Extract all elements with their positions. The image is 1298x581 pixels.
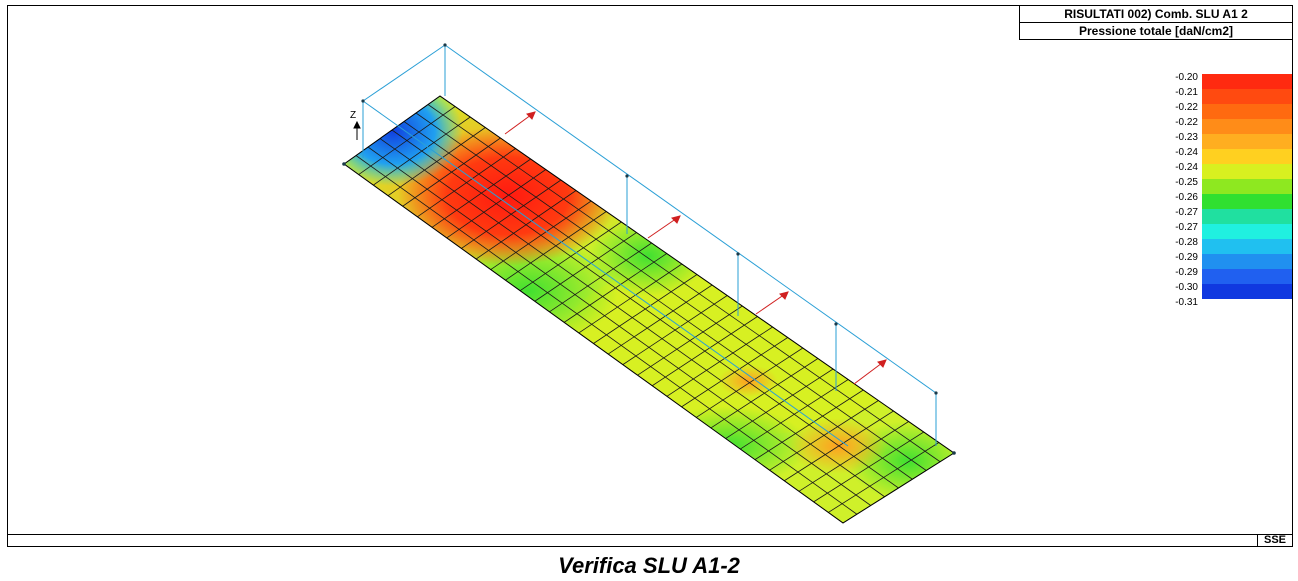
legend-swatch — [1202, 194, 1292, 209]
legend-swatch — [1202, 74, 1292, 89]
legend-row: -0.22 — [1172, 117, 1292, 134]
legend-label: -0.31 — [1175, 297, 1198, 308]
legend-row: -0.20 — [1172, 72, 1292, 89]
legend-label: -0.27 — [1175, 207, 1198, 218]
legend-row: -0.26 — [1172, 192, 1292, 209]
legend-row: -0.25 — [1172, 177, 1292, 194]
legend-swatch — [1202, 209, 1292, 224]
result-title: RISULTATI 002) Comb. SLU A1 2 — [1064, 7, 1248, 21]
color-legend: -0.20 -0.21 -0.22 -0.22 -0.23 -0.24 -0.24 -0.25… — [1172, 72, 1292, 314]
legend-label: -0.29 — [1175, 252, 1198, 263]
viewport-frame: Z RISULTATI 002) Comb. SLU A1 2 Pression… — [7, 5, 1293, 547]
legend-swatch — [1202, 239, 1292, 254]
legend-row: -0.27 — [1172, 207, 1292, 224]
load-arrows — [504, 111, 887, 385]
legend-row: -0.23 — [1172, 132, 1292, 149]
legend-label: -0.30 — [1175, 282, 1198, 293]
legend-label: -0.21 — [1175, 87, 1198, 98]
legend-swatch — [1202, 134, 1292, 149]
legend-row: -0.29 — [1172, 252, 1292, 269]
legend-row: -0.24 — [1172, 162, 1292, 179]
legend-swatch — [1202, 119, 1292, 134]
view-direction-label[interactable]: SSE — [1257, 535, 1292, 546]
legend-swatch — [1202, 104, 1292, 119]
z-axis-label: Z — [350, 110, 357, 121]
legend-label: -0.29 — [1175, 267, 1198, 278]
legend-label: -0.20 — [1175, 72, 1198, 83]
legend-label: -0.26 — [1175, 192, 1198, 203]
legend-row: -0.22 — [1172, 102, 1292, 119]
legend-row: -0.31 — [1172, 297, 1292, 314]
figure-caption: Verifica SLU A1-2 — [558, 553, 740, 578]
legend-row: -0.28 — [1172, 237, 1292, 254]
wireframe-box — [362, 44, 937, 447]
quantity-title: Pressione totale [daN/cm2] — [1020, 22, 1292, 39]
legend-swatch — [1202, 254, 1292, 269]
legend-row: -0.29 — [1172, 267, 1292, 284]
model-canvas[interactable] — [8, 6, 1292, 536]
legend-row: -0.27 — [1172, 222, 1292, 239]
legend-swatch — [1202, 164, 1292, 179]
z-axis-icon — [353, 120, 361, 140]
legend-label: -0.25 — [1175, 177, 1198, 188]
legend-row: -0.30 — [1172, 282, 1292, 299]
legend-swatch — [1202, 269, 1292, 284]
legend-label: -0.23 — [1175, 132, 1198, 143]
legend-row: -0.21 — [1172, 87, 1292, 104]
legend-label: -0.28 — [1175, 237, 1198, 248]
legend-label: -0.24 — [1175, 162, 1198, 173]
legend-label: -0.24 — [1175, 147, 1198, 158]
legend-swatch — [1202, 284, 1292, 299]
legend-swatch — [1202, 149, 1292, 164]
status-bar: SSE — [8, 534, 1292, 546]
legend-row: -0.24 — [1172, 147, 1292, 164]
result-title-box: RISULTATI 002) Comb. SLU A1 2 Pressione … — [1019, 6, 1292, 40]
legend-label: -0.22 — [1175, 117, 1198, 128]
legend-swatch — [1202, 224, 1292, 239]
legend-label: -0.27 — [1175, 222, 1198, 233]
legend-label: -0.22 — [1175, 102, 1198, 113]
legend-swatch — [1202, 179, 1292, 194]
legend-swatch — [1202, 89, 1292, 104]
